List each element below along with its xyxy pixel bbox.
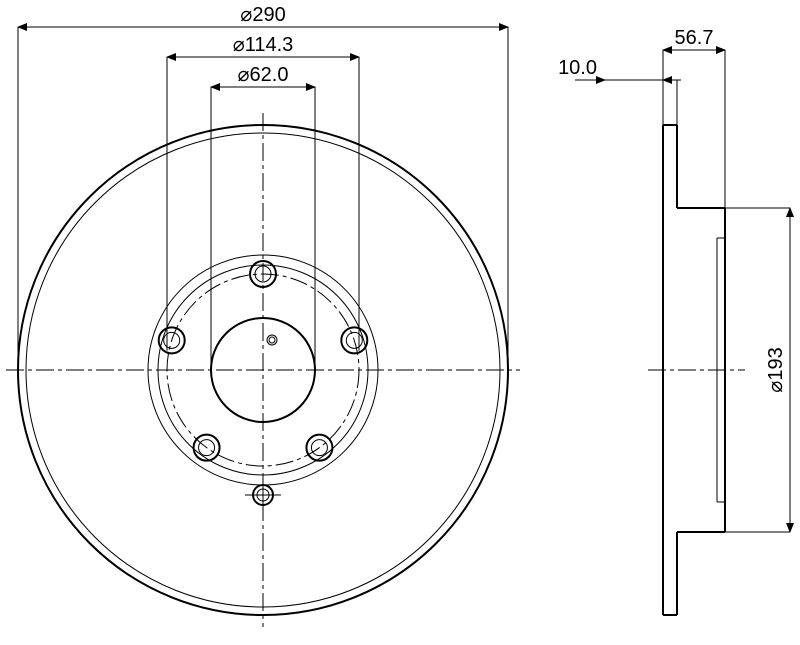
svg-text:⌀290: ⌀290: [240, 4, 285, 26]
svg-text:⌀114.3: ⌀114.3: [233, 34, 294, 56]
svg-text:⌀62.0: ⌀62.0: [238, 64, 289, 86]
svg-text:56.7: 56.7: [675, 27, 714, 49]
svg-text:10.0: 10.0: [558, 57, 597, 79]
technical-drawing: ⌀290 ⌀114.3 ⌀62.0 10.0 56.7 ⌀193: [0, 0, 800, 645]
svg-text:⌀193: ⌀193: [765, 347, 787, 392]
